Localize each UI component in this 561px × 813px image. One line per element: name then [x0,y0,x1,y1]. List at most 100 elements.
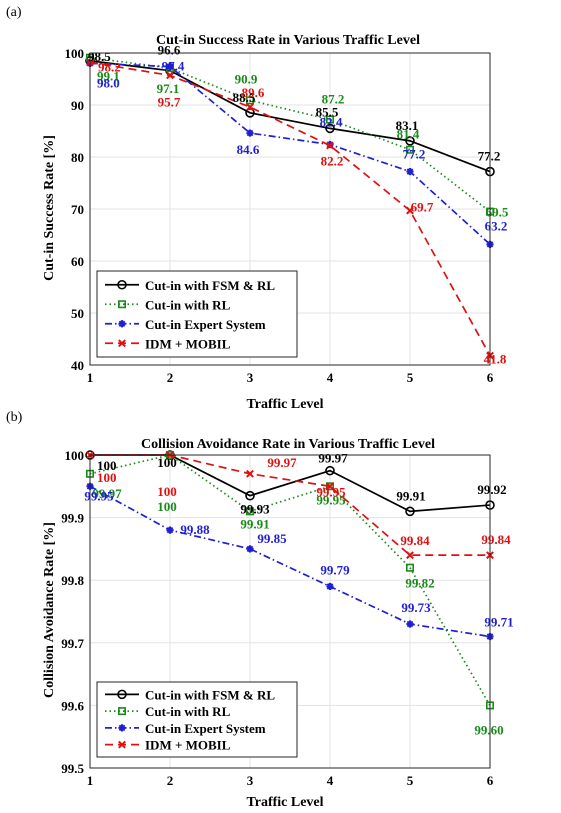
data-point [406,167,414,176]
data-point [117,279,127,290]
data-point [117,689,127,700]
series-idm-mobil [86,58,494,360]
data-label: 97.4 [162,59,185,74]
y-tick-label: 99.9 [61,511,84,526]
data-point [118,707,127,716]
data-label: 83.1 [396,118,419,133]
data-label: 99.95 [316,484,346,499]
data-label: 98.2 [98,59,121,74]
data-point [405,506,415,517]
data-label: 100 [157,484,177,499]
legend-entry: Cut-in with RL [145,704,231,719]
x-tick-label: 2 [167,773,174,788]
y-tick-label: 99.8 [61,573,84,588]
data-label: 89.6 [242,85,265,100]
y-tick-label: 99.5 [61,761,84,776]
data-label: 95.7 [158,94,181,109]
y-tick-label: 100 [65,448,85,463]
legend: Cut-in with FSM & RL Cut-in with RL Cut-in… [96,270,298,358]
data-label: 82.2 [321,154,344,169]
data-label: 99.71 [484,615,513,630]
data-label: 99.97 [267,455,297,470]
y-axis-label: Cut-in Success Rate [%] [42,135,57,281]
data-point [325,123,335,134]
data-point [166,526,174,534]
data-label: 97.1 [157,81,180,96]
data-point [246,507,255,516]
y-tick-label: 60 [71,254,84,269]
data-point [118,339,126,348]
legend-entry: Cut-in Expert System [145,721,266,736]
y-tick-label: 99.6 [61,698,84,713]
legend-entry: IDM + MOBIL [145,738,231,753]
data-point [325,115,334,124]
axes-box [89,52,491,366]
series-line [89,56,491,213]
legend-entry: Cut-in with FSM & RL [145,278,275,293]
y-tick-label: 90 [71,98,84,113]
y-tick-label: 70 [71,202,84,217]
data-point [326,482,334,491]
data-label: 99.84 [481,532,511,547]
data-label: 99.1 [97,69,120,84]
data-point [246,96,255,105]
data-label: 85.5 [316,104,339,119]
data-point [246,129,254,137]
legend-entry: Cut-in with RL [145,297,231,312]
series-line [89,485,491,638]
data-label: 99.88 [180,522,210,537]
data-point [118,320,126,328]
data-point [326,582,334,591]
data-label: 99.91 [240,516,269,531]
panel-label: (a) [6,5,22,20]
legend-entry: IDM + MOBIL [145,336,231,351]
data-label: 77.2 [478,149,501,164]
x-tick-label: 6 [487,370,494,385]
data-label: 99.95 [316,492,346,507]
data-label: 98.0 [97,75,120,90]
x-tick-label: 3 [247,370,254,385]
data-label: 41.8 [484,352,507,367]
data-label: 99.73 [401,600,431,615]
x-tick-label: 6 [487,773,494,788]
data-label: 99.79 [320,562,350,577]
y-tick-label: 40 [71,358,84,373]
data-point [118,740,126,749]
axes-box [89,454,491,769]
data-label: 99.95 [84,488,114,503]
x-tick-label: 3 [247,773,254,788]
series-line [89,62,491,245]
x-tick-label: 1 [87,370,94,385]
data-point [326,141,334,150]
series-line [89,454,491,706]
data-label: 63.2 [485,218,508,233]
x-tick-label: 5 [407,370,414,385]
x-axis-label: Traffic Level [246,795,323,810]
legend-entry: Cut-in Expert System [145,317,266,332]
data-label: 90.9 [235,71,258,86]
data-point [245,108,255,118]
data-label: 100 [157,499,177,514]
data-label: 99.93 [240,502,270,517]
series-line [89,59,491,173]
chart-title: Collision Avoidance Rate in Various Traf… [141,437,435,452]
data-point [406,620,414,628]
data-label: 96.6 [158,43,181,58]
y-tick-label: 80 [71,150,84,165]
data-label: 100 [97,470,117,485]
data-point [325,465,335,476]
legend-entry: Cut-in with FSM & RL [145,687,275,702]
data-point [406,551,414,560]
data-label: 99.97 [92,486,122,501]
data-point [246,103,254,111]
data-label: 100 [157,455,177,470]
data-label: 87.2 [322,92,345,107]
series-line [89,61,491,357]
x-tick-label: 1 [87,773,94,788]
data-label: 99.60 [474,722,503,737]
data-point [246,545,254,553]
data-point [406,206,414,215]
data-label: 99.84 [400,533,430,548]
data-label: 99.91 [396,488,425,503]
